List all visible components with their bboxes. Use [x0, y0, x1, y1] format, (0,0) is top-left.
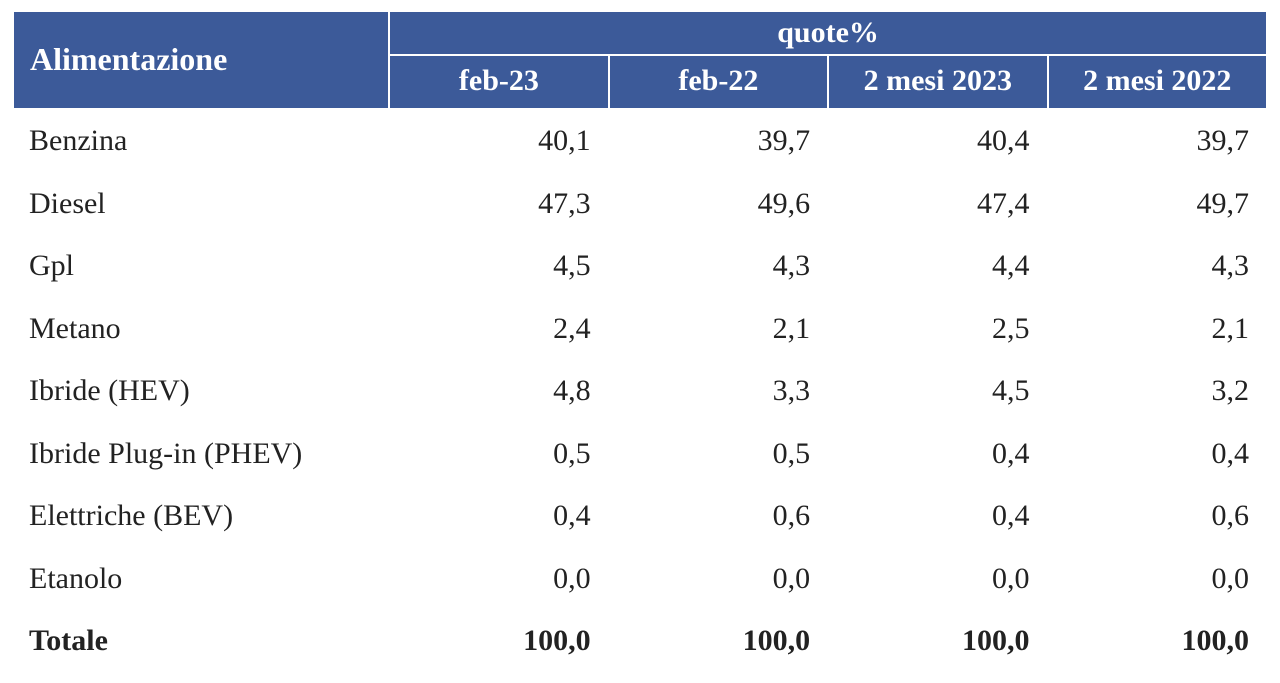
column-group-quote: quote%	[389, 11, 1267, 55]
cell-value: 47,4	[828, 173, 1047, 236]
total-value: 100,0	[389, 610, 608, 673]
cell-value: 39,7	[1048, 109, 1267, 173]
table-body: Benzina 40,1 39,7 40,4 39,7 Diesel 47,3 …	[13, 109, 1267, 673]
cell-value: 0,6	[609, 485, 828, 548]
cell-value: 2,1	[1048, 298, 1267, 361]
cell-value: 4,5	[389, 235, 608, 298]
cell-value: 4,3	[609, 235, 828, 298]
table-row: Ibride (HEV) 4,8 3,3 4,5 3,2	[13, 360, 1267, 423]
cell-value: 4,8	[389, 360, 608, 423]
cell-value: 0,4	[1048, 423, 1267, 486]
cell-value: 3,3	[609, 360, 828, 423]
cell-value: 0,0	[389, 548, 608, 611]
row-label: Benzina	[13, 109, 389, 173]
cell-value: 0,5	[609, 423, 828, 486]
row-label: Gpl	[13, 235, 389, 298]
fuel-share-table: Alimentazione quote% feb-23 feb-22 2 mes…	[12, 10, 1268, 673]
column-header-feb-22: feb-22	[609, 55, 828, 109]
cell-value: 3,2	[1048, 360, 1267, 423]
cell-value: 0,0	[1048, 548, 1267, 611]
row-label: Etanolo	[13, 548, 389, 611]
cell-value: 0,6	[1048, 485, 1267, 548]
cell-value: 47,3	[389, 173, 608, 236]
row-label: Metano	[13, 298, 389, 361]
cell-value: 49,6	[609, 173, 828, 236]
cell-value: 49,7	[1048, 173, 1267, 236]
cell-value: 4,5	[828, 360, 1047, 423]
table-row: Gpl 4,5 4,3 4,4 4,3	[13, 235, 1267, 298]
total-value: 100,0	[1048, 610, 1267, 673]
table-row: Ibride Plug-in (PHEV) 0,5 0,5 0,4 0,4	[13, 423, 1267, 486]
column-header-2mesi-2022: 2 mesi 2022	[1048, 55, 1267, 109]
column-header-feb-23: feb-23	[389, 55, 608, 109]
cell-value: 2,1	[609, 298, 828, 361]
table-row: Diesel 47,3 49,6 47,4 49,7	[13, 173, 1267, 236]
cell-value: 0,0	[609, 548, 828, 611]
table-total-row: Totale 100,0 100,0 100,0 100,0	[13, 610, 1267, 673]
cell-value: 0,4	[389, 485, 608, 548]
cell-value: 2,4	[389, 298, 608, 361]
cell-value: 40,1	[389, 109, 608, 173]
total-value: 100,0	[828, 610, 1047, 673]
column-header-alimentazione: Alimentazione	[13, 11, 389, 109]
table-row: Elettriche (BEV) 0,4 0,6 0,4 0,6	[13, 485, 1267, 548]
cell-value: 0,0	[828, 548, 1047, 611]
row-label: Diesel	[13, 173, 389, 236]
cell-value: 0,4	[828, 423, 1047, 486]
cell-value: 40,4	[828, 109, 1047, 173]
row-label: Elettriche (BEV)	[13, 485, 389, 548]
row-label: Ibride Plug-in (PHEV)	[13, 423, 389, 486]
table-row: Metano 2,4 2,1 2,5 2,1	[13, 298, 1267, 361]
total-label: Totale	[13, 610, 389, 673]
row-label: Ibride (HEV)	[13, 360, 389, 423]
cell-value: 39,7	[609, 109, 828, 173]
cell-value: 0,5	[389, 423, 608, 486]
table-row: Benzina 40,1 39,7 40,4 39,7	[13, 109, 1267, 173]
table-row: Etanolo 0,0 0,0 0,0 0,0	[13, 548, 1267, 611]
table-header: Alimentazione quote% feb-23 feb-22 2 mes…	[13, 11, 1267, 109]
cell-value: 0,4	[828, 485, 1047, 548]
total-value: 100,0	[609, 610, 828, 673]
cell-value: 4,3	[1048, 235, 1267, 298]
cell-value: 2,5	[828, 298, 1047, 361]
cell-value: 4,4	[828, 235, 1047, 298]
column-header-2mesi-2023: 2 mesi 2023	[828, 55, 1047, 109]
